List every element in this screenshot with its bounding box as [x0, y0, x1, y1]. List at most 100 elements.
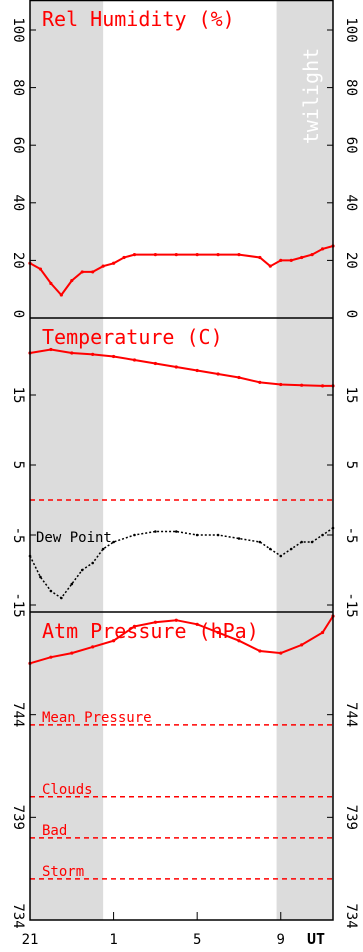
- y-tick-label-right: 60: [343, 137, 359, 154]
- dew-point-point: [91, 561, 94, 565]
- y-tick-label-right: 20: [343, 252, 359, 269]
- series-point: [216, 372, 220, 376]
- series-point: [216, 253, 220, 257]
- y-tick-label-left: 80: [10, 79, 26, 96]
- series-point: [258, 649, 262, 653]
- series-point: [153, 620, 157, 624]
- series-point: [279, 651, 283, 655]
- y-tick-label-right: 15: [343, 387, 359, 404]
- panel-title: Temperature (C): [42, 325, 223, 349]
- series-point: [320, 384, 325, 388]
- series-point: [237, 253, 241, 257]
- series-point: [38, 267, 43, 271]
- series-point: [320, 247, 325, 251]
- reference-label: Clouds: [42, 782, 93, 798]
- series-point: [237, 639, 241, 643]
- series-point: [320, 630, 325, 635]
- y-tick-label-left: 744: [10, 702, 26, 727]
- series-point: [49, 281, 53, 286]
- shaded-range: [276, 612, 333, 920]
- y-tick-label-right: 739: [343, 805, 359, 830]
- series-point: [122, 255, 126, 260]
- series-point: [91, 270, 95, 274]
- y-tick-label-right: 0: [343, 310, 359, 318]
- x-unit-label: UT: [307, 930, 325, 948]
- series-point: [49, 347, 53, 352]
- series-point: [174, 618, 178, 622]
- dew-point-point: [258, 540, 262, 544]
- y-tick-label-left: 40: [10, 194, 26, 211]
- y-tick-label-left: 60: [10, 137, 26, 154]
- y-tick-label-right: 40: [343, 194, 359, 211]
- twilight-label: twilight: [299, 48, 323, 144]
- y-tick-label-left: 5: [10, 461, 26, 469]
- dew-point-label: Dew Point: [36, 530, 112, 546]
- series-point: [300, 643, 304, 647]
- series-point: [153, 361, 157, 366]
- y-tick-label-right: 734: [343, 903, 359, 928]
- series-point: [70, 351, 74, 355]
- dew-point-point: [80, 568, 84, 572]
- dew-point-point: [174, 530, 178, 533]
- y-tick-label-left: -15: [10, 592, 26, 617]
- dew-point-point: [216, 533, 220, 537]
- dew-point-point: [70, 582, 74, 586]
- series-point: [91, 645, 95, 649]
- dew-point-point: [279, 554, 283, 558]
- shaded-range: [276, 318, 333, 612]
- dew-point-point: [154, 530, 157, 533]
- y-tick-label-right: -15: [343, 592, 359, 617]
- series-point: [80, 270, 84, 274]
- series-point: [70, 651, 74, 655]
- panel-title: Atm Pressure (hPa): [42, 619, 259, 643]
- dew-point-point: [300, 540, 303, 544]
- shaded-range: [30, 612, 104, 920]
- y-tick-label-right: -5: [343, 527, 359, 544]
- dew-point-point: [321, 533, 324, 537]
- series-point: [111, 354, 116, 359]
- panel-3: Mean Pressure Clouds Bad Storm 734 734 739 739 7…: [10, 612, 359, 948]
- series-point: [91, 352, 95, 356]
- series-point: [174, 365, 178, 369]
- y-tick-label-right: 80: [343, 79, 359, 96]
- dew-point-point: [195, 533, 199, 537]
- dew-point-point: [101, 547, 105, 551]
- series-point: [279, 258, 283, 262]
- series-line: [29, 245, 334, 297]
- series-point: [216, 630, 220, 635]
- reference-label: Mean Pressure: [42, 710, 152, 726]
- series-point: [111, 261, 116, 265]
- series-point: [300, 383, 304, 387]
- panel-title: Rel Humidity (%): [42, 7, 235, 31]
- series-point: [258, 380, 262, 384]
- plot-frame: [29, 0, 334, 921]
- series-line: [29, 348, 333, 387]
- y-tick-label-right: 5: [343, 461, 359, 469]
- series-point: [237, 375, 241, 380]
- y-tick-label-left: 734: [10, 903, 26, 928]
- series-point: [132, 253, 137, 257]
- series-point: [310, 253, 314, 257]
- series-point: [132, 358, 137, 362]
- series-point: [153, 253, 157, 257]
- y-tick-label-left: 739: [10, 805, 26, 830]
- series-point: [195, 622, 199, 626]
- reference-label: Bad: [42, 823, 67, 839]
- series-point: [59, 293, 63, 297]
- y-tick-label-left: 15: [10, 387, 26, 404]
- series-point: [101, 264, 105, 268]
- y-tick-label-left: 20: [10, 252, 26, 269]
- dew-point-point: [112, 540, 115, 544]
- series-point: [279, 382, 283, 387]
- dew-point-point: [60, 596, 63, 600]
- dew-point-point: [39, 575, 42, 579]
- series-point: [132, 624, 137, 628]
- dew-point-point: [310, 540, 314, 544]
- series-point: [70, 278, 74, 283]
- y-tick-label-left: 0: [10, 310, 26, 318]
- series-point: [268, 264, 272, 268]
- x-tick-label: 9: [277, 932, 285, 948]
- dew-point-line: [29, 527, 334, 600]
- series-point: [111, 639, 116, 643]
